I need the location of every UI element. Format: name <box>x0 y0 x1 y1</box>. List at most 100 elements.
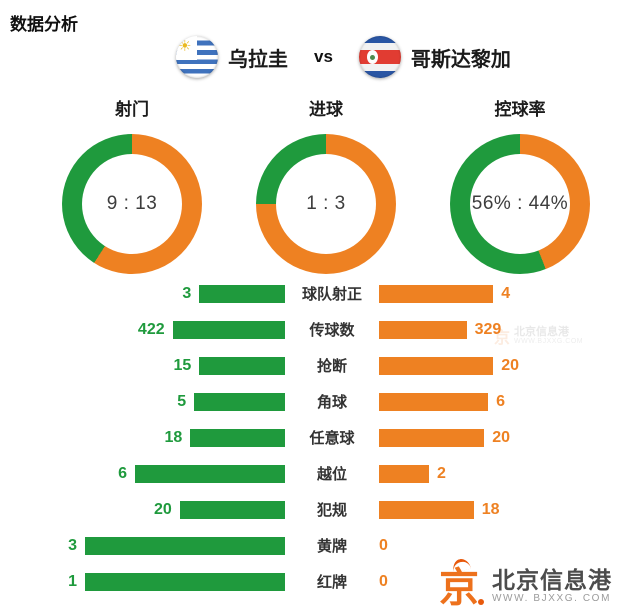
logo-glyph: 京 <box>439 566 479 610</box>
home-value: 5 <box>177 392 187 410</box>
costa-rica-emblem <box>366 50 378 64</box>
bar-row: 1 红牌 0 <box>0 571 617 591</box>
home-value: 3 <box>68 536 77 554</box>
home-cell: 3 <box>0 284 285 303</box>
stat-label: 越位 <box>316 466 347 483</box>
home-bar <box>194 392 285 411</box>
away-cell: 329 <box>379 320 617 339</box>
donut-charts-row: 射门 9 : 13 进球 1 : 3 控球率 56% : 44% <box>0 95 617 274</box>
away-bar <box>379 428 485 447</box>
team-name-left: 乌拉圭 <box>228 48 288 71</box>
away-bar <box>379 284 494 303</box>
home-cell: 1 <box>0 572 285 591</box>
logo-brand-text: 北京信息港 <box>492 566 612 593</box>
stat-label: 红牌 <box>316 574 347 591</box>
away-cell: 18 <box>379 500 617 519</box>
away-cell: 0 <box>379 573 617 591</box>
home-bar <box>85 536 285 555</box>
watermark: 京 北京信息港 WWW.BJXXG.COM <box>494 324 583 348</box>
away-value: 20 <box>501 356 520 374</box>
home-bar <box>199 284 285 303</box>
home-value: 6 <box>118 464 127 482</box>
watermark-brand: 北京信息港 <box>514 326 570 339</box>
away-bar <box>379 464 429 483</box>
uruguay-flag-icon: ☀ <box>176 36 218 78</box>
donut-center-label: 1 : 3 <box>306 193 346 214</box>
costa-rica-flag-icon <box>358 36 401 78</box>
stat-label: 黄牌 <box>316 538 347 555</box>
watermark-url: WWW.BJXXG.COM <box>514 338 584 346</box>
vs-label: vs <box>314 47 333 66</box>
donut-chart: 控球率 56% : 44% <box>425 95 615 274</box>
donut-hole: 56% : 44% <box>470 154 570 254</box>
bar-row: 5 角球 6 <box>0 391 617 411</box>
away-value: 6 <box>496 392 505 410</box>
home-value: 15 <box>173 356 192 374</box>
site-logo: 京 北京信息港 WWW. BJXXG. COM <box>436 557 612 611</box>
logo-dot-icon <box>478 599 484 605</box>
donut-ring: 1 : 3 <box>256 134 396 274</box>
home-bar <box>172 320 285 339</box>
away-value: 18 <box>481 500 500 518</box>
donut-ring: 56% : 44% <box>450 134 590 274</box>
away-value: 0 <box>379 536 388 554</box>
away-cell: 0 <box>379 537 617 555</box>
bar-row: 6 越位 2 <box>0 463 617 483</box>
stat-label: 球队射正 <box>301 286 362 303</box>
home-bar <box>179 500 285 519</box>
away-value: 0 <box>379 572 388 590</box>
donut-center-label: 9 : 13 <box>106 193 158 214</box>
sun-icon: ☀ <box>178 38 192 55</box>
away-value: 20 <box>492 428 511 446</box>
stat-label: 任意球 <box>309 430 355 447</box>
donut-title: 进球 <box>309 100 343 119</box>
home-cell: 15 <box>0 356 285 375</box>
bar-row: 3 球队射正 4 <box>0 283 617 303</box>
donut-hole: 1 : 3 <box>276 154 376 254</box>
donut-title: 射门 <box>115 100 149 119</box>
stat-label: 角球 <box>316 394 347 411</box>
home-cell: 20 <box>0 500 285 519</box>
bar-row: 20 犯规 18 <box>0 499 617 519</box>
uruguay-flag-canton: ☀ <box>176 36 197 60</box>
bar-comparison-section: 3 球队射正 4 422 传球数 329 15 抢断 20 <box>0 283 617 607</box>
site-logo-mark-icon: 京 <box>436 557 486 611</box>
donut-hole: 9 : 13 <box>82 154 182 254</box>
bar-row: 15 抢断 20 <box>0 355 617 375</box>
home-bar <box>190 428 285 447</box>
home-value: 1 <box>68 572 77 590</box>
away-bar <box>379 392 489 411</box>
stat-label: 抢断 <box>316 358 347 375</box>
home-value: 18 <box>164 428 183 446</box>
home-cell: 3 <box>0 536 285 555</box>
stat-label: 犯规 <box>316 502 347 519</box>
home-value: 3 <box>182 284 192 302</box>
away-cell: 6 <box>379 392 617 411</box>
away-cell: 20 <box>379 428 617 447</box>
home-value: 422 <box>137 320 165 338</box>
home-cell: 18 <box>0 428 285 447</box>
home-cell: 5 <box>0 392 285 411</box>
away-bar <box>379 320 467 339</box>
bar-row: 422 传球数 329 <box>0 319 617 339</box>
away-bar <box>379 500 474 519</box>
away-bar <box>379 356 494 375</box>
away-value: 329 <box>474 320 502 338</box>
home-bar <box>85 572 285 591</box>
away-value: 4 <box>501 284 511 302</box>
donut-chart: 进球 1 : 3 <box>231 95 421 274</box>
donut-ring: 9 : 13 <box>62 134 202 274</box>
home-value: 20 <box>153 500 172 518</box>
home-bar <box>199 356 285 375</box>
home-cell: 6 <box>0 464 285 483</box>
donut-chart: 射门 9 : 13 <box>37 95 227 274</box>
logo-url-text: WWW. BJXXG. COM <box>492 592 611 604</box>
watermark-logo-icon: 京 <box>494 330 511 347</box>
away-cell: 4 <box>379 284 617 303</box>
away-cell: 2 <box>379 464 617 483</box>
home-bar <box>135 464 285 483</box>
away-value: 2 <box>437 464 446 482</box>
team-name-right: 哥斯达黎加 <box>410 48 511 71</box>
away-cell: 20 <box>379 356 617 375</box>
